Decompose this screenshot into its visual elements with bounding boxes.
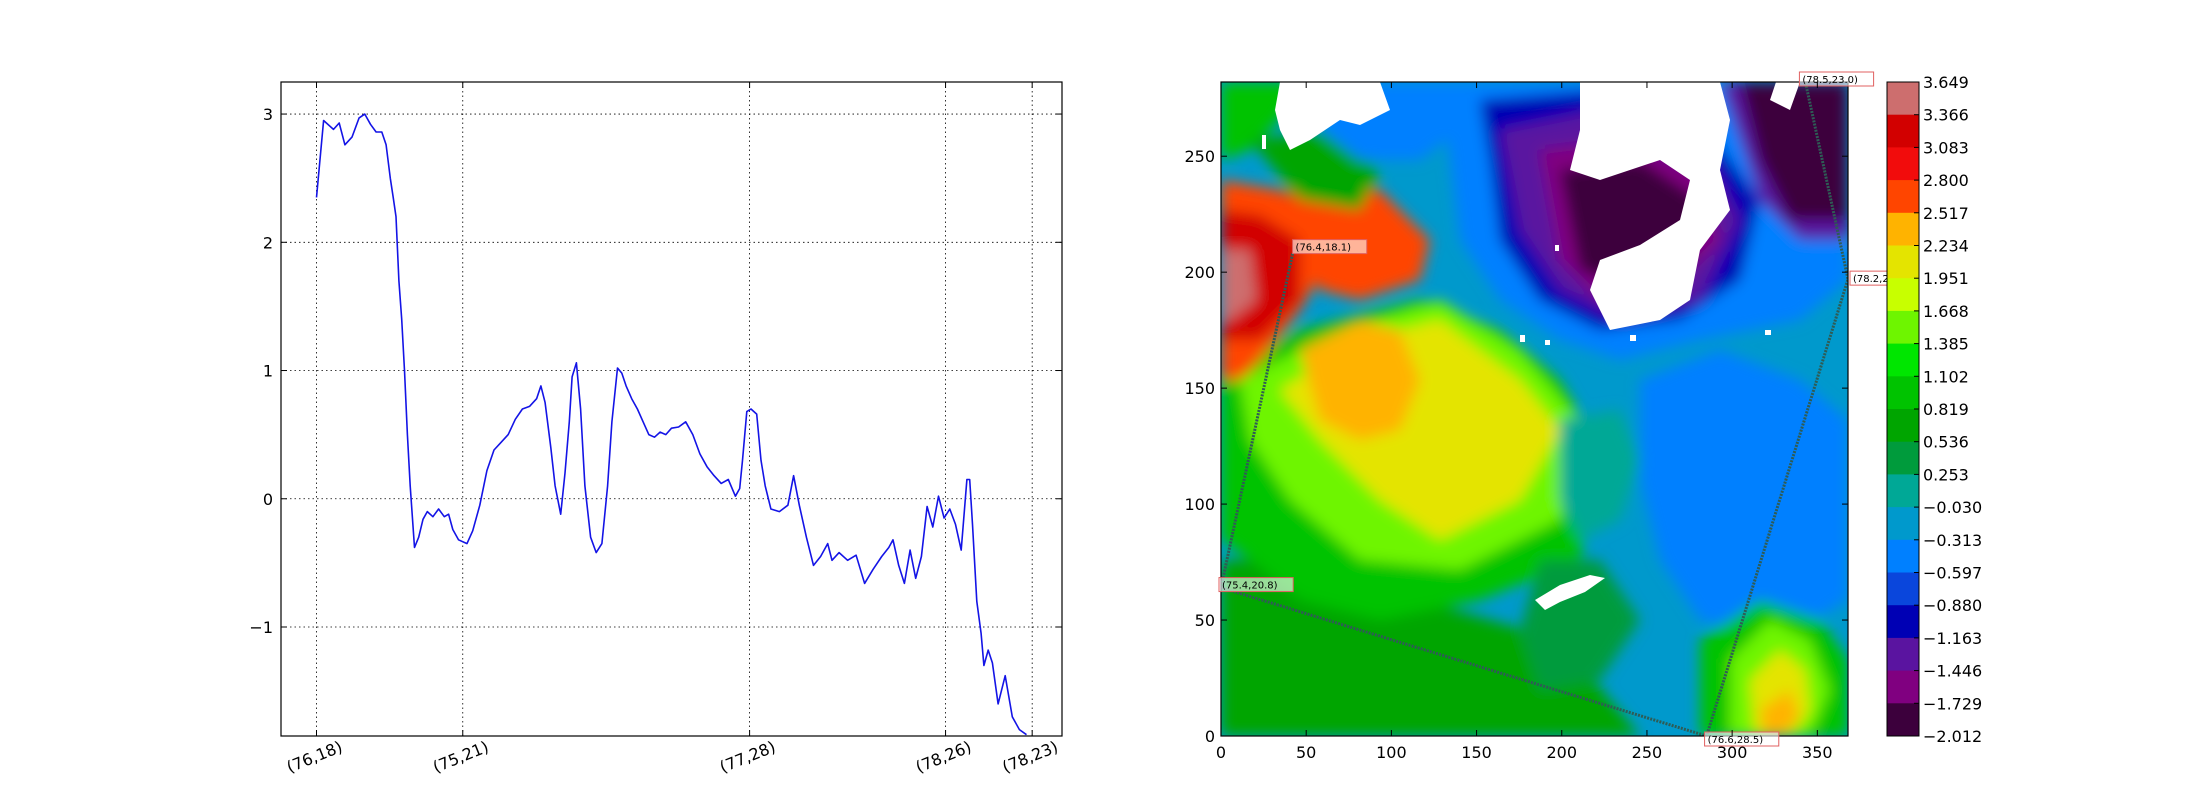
x-tick-label: (78,23) bbox=[1000, 737, 1061, 776]
x-tick-label: 350 bbox=[1802, 743, 1833, 762]
colorbar-tick-label: −1.729 bbox=[1923, 694, 1982, 713]
left-axes-frame bbox=[280, 81, 1063, 737]
colorbar-tick-label: −2.012 bbox=[1923, 727, 1982, 746]
colorbar-tick-label: −0.597 bbox=[1923, 564, 1982, 583]
colorbar-tick-label: 1.668 bbox=[1923, 302, 1969, 321]
colorbar-tick-label: 1.951 bbox=[1923, 269, 1969, 288]
colorbar-swatch bbox=[1887, 539, 1919, 573]
y-tick-label: 0 bbox=[1205, 727, 1215, 746]
x-tick-label: 300 bbox=[1717, 743, 1748, 762]
colorbar-swatch bbox=[1887, 605, 1919, 639]
colorbar-tick-label: −0.313 bbox=[1923, 531, 1982, 550]
map-axes-frame bbox=[1220, 81, 1849, 737]
colorbar-swatch bbox=[1887, 245, 1919, 279]
label-box bbox=[1798, 71, 1875, 87]
colorbar-swatch bbox=[1887, 180, 1919, 214]
colorbar-tick-label: 0.819 bbox=[1923, 400, 1969, 419]
transect-point-label: (76.6,28.5) bbox=[1704, 731, 1780, 747]
left-gridlines bbox=[281, 82, 1062, 736]
x-tick-label: (76,18) bbox=[284, 737, 345, 776]
colorbar-tick-label: 3.083 bbox=[1923, 138, 1969, 157]
map-x-ticks: 0 50 100 150 200 250 300 350 bbox=[1216, 82, 1833, 762]
colorbar-tick-label: 1.385 bbox=[1923, 335, 1969, 354]
map-y-ticks: 0 50 100 150 200 250 bbox=[1184, 147, 1848, 746]
y-tick-label: 1 bbox=[263, 362, 273, 381]
colorbar-swatch bbox=[1887, 114, 1919, 148]
colorbar-swatch bbox=[1887, 310, 1919, 345]
transect-point-label: (78.5,23.0) bbox=[1798, 71, 1875, 87]
label-text: (76.6,28.5) bbox=[1708, 735, 1764, 746]
left-y-ticks: 3 2 1 0 −1 bbox=[249, 105, 1062, 637]
x-tick-label: 200 bbox=[1546, 743, 1577, 762]
colorbar-swatch bbox=[1887, 474, 1919, 508]
y-tick-label: 200 bbox=[1184, 263, 1215, 282]
label-text: (76.4,18.1) bbox=[1296, 243, 1352, 254]
colorbar-tick-label: 2.517 bbox=[1923, 204, 1969, 223]
line-chart: 3 2 1 0 −1 (76,18) (75,21) (77,28) (78,26) (78,2… bbox=[249, 81, 1063, 777]
y-tick-label: 150 bbox=[1184, 379, 1215, 398]
colorbar-swatches bbox=[1887, 82, 1919, 737]
contour-map: (76.4,18.1) (75.4,20.8) (76.6,28.5) (78.2,2… bbox=[1184, 71, 1900, 762]
label-box bbox=[1292, 239, 1368, 255]
x-tick-label: 100 bbox=[1376, 743, 1407, 762]
colorbar-tick-label: 0.253 bbox=[1923, 465, 1969, 484]
colorbar-swatch bbox=[1887, 572, 1919, 606]
label-box bbox=[1218, 577, 1294, 593]
y-tick-label: 100 bbox=[1184, 495, 1215, 514]
y-tick-label: 50 bbox=[1195, 611, 1215, 630]
y-tick-label: 2 bbox=[263, 233, 273, 252]
series-line bbox=[315, 113, 1027, 736]
colorbar-tick-label: 2.800 bbox=[1923, 171, 1969, 190]
left-x-ticks: (76,18) (75,21) (77,28) (78,26) (78,23) bbox=[284, 82, 1061, 777]
colorbar-tick-label: −1.163 bbox=[1923, 629, 1982, 648]
colorbar-tick-label: −0.030 bbox=[1923, 498, 1982, 517]
colorbar-swatch bbox=[1887, 637, 1919, 672]
colorbar-swatch bbox=[1887, 82, 1919, 116]
x-tick-label: 0 bbox=[1216, 743, 1226, 762]
colorbar-swatch bbox=[1887, 670, 1919, 704]
x-tick-label: 150 bbox=[1461, 743, 1492, 762]
colorbar-tick-label: 3.649 bbox=[1923, 73, 1969, 92]
colorbar-swatch bbox=[1887, 212, 1919, 246]
colorbar-swatch bbox=[1887, 441, 1919, 475]
colorbar-swatch bbox=[1887, 343, 1919, 377]
label-box bbox=[1704, 731, 1780, 747]
x-tick-label: (78,26) bbox=[913, 737, 974, 776]
colorbar-tick-label: 3.366 bbox=[1923, 106, 1969, 125]
colorbar-swatch bbox=[1887, 409, 1919, 443]
y-tick-label: 0 bbox=[263, 490, 273, 509]
x-tick-label: 250 bbox=[1632, 743, 1663, 762]
colorbar-swatch bbox=[1887, 278, 1919, 312]
map-field bbox=[1221, 82, 1848, 736]
label-text: (78.2,2 bbox=[1853, 274, 1889, 285]
label-text: (78.5,23.0) bbox=[1802, 75, 1858, 86]
colorbar-tick-label: 1.102 bbox=[1923, 367, 1969, 386]
colorbar: 3.649 3.366 3.083 2.800 2.517 2.234 1.951 1.668… bbox=[1886, 73, 1982, 746]
y-tick-label: 250 bbox=[1184, 147, 1215, 166]
y-tick-label: −1 bbox=[249, 618, 273, 637]
colorbar-tick-label: −0.880 bbox=[1923, 596, 1982, 615]
x-tick-label: 50 bbox=[1296, 743, 1316, 762]
x-tick-label: (77,28) bbox=[717, 737, 778, 776]
transect-point-label: (76.4,18.1) bbox=[1292, 239, 1368, 255]
y-tick-label: 3 bbox=[263, 105, 273, 124]
colorbar-swatch bbox=[1887, 507, 1919, 541]
x-tick-label: (75,21) bbox=[430, 737, 491, 776]
colorbar-swatch bbox=[1887, 703, 1919, 737]
colorbar-tick-label: −1.446 bbox=[1923, 662, 1982, 681]
transect-point-label: (75.4,20.8) bbox=[1218, 577, 1294, 593]
colorbar-ticks: 3.649 3.366 3.083 2.800 2.517 2.234 1.951 1.668… bbox=[1914, 73, 1982, 746]
transect-path bbox=[1221, 82, 1848, 736]
colorbar-tick-label: 0.536 bbox=[1923, 433, 1969, 452]
colorbar-tick-label: 2.234 bbox=[1923, 237, 1969, 256]
colorbar-swatch bbox=[1887, 376, 1919, 410]
label-text: (75.4,20.8) bbox=[1222, 581, 1278, 592]
colorbar-swatch bbox=[1887, 147, 1919, 181]
